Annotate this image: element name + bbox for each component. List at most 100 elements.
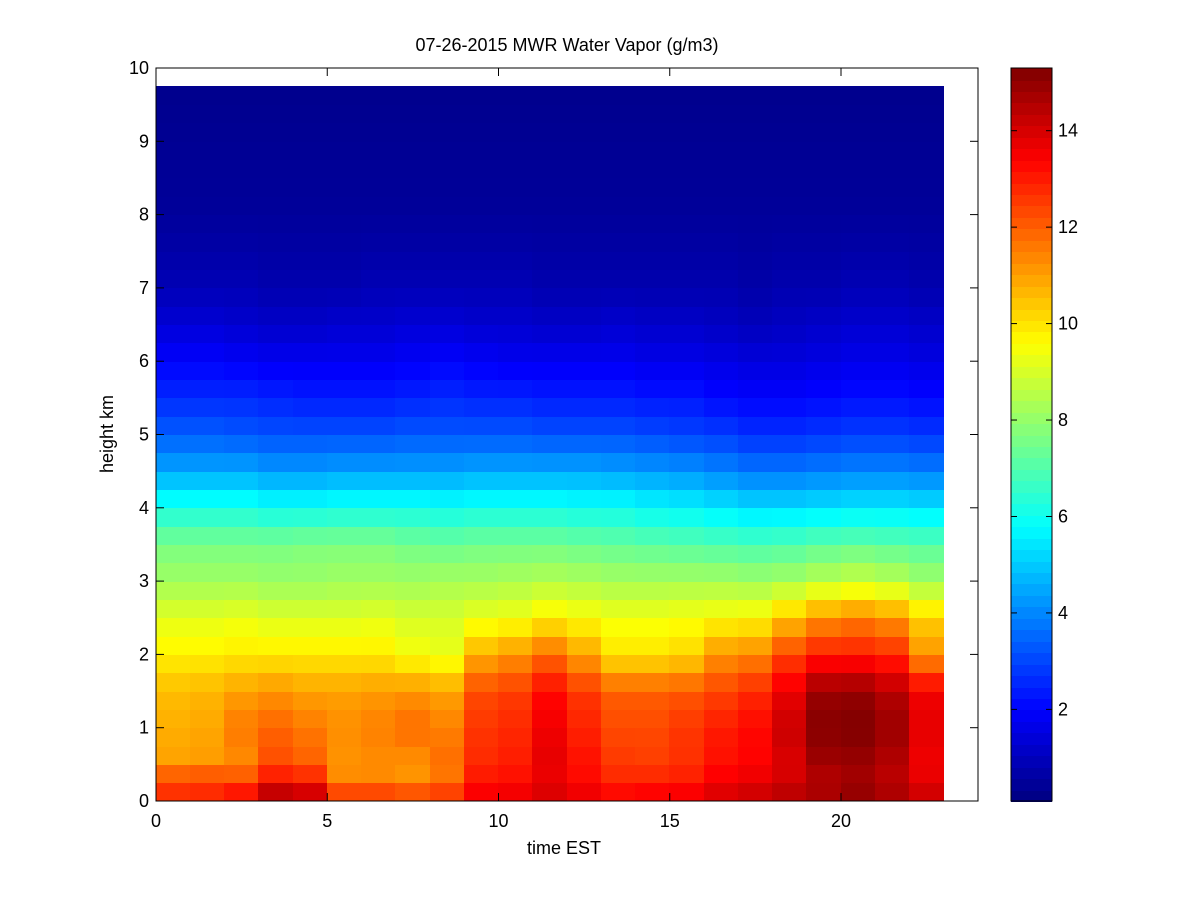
heatmap-cell xyxy=(258,471,293,490)
heatmap-cell xyxy=(772,86,807,105)
heatmap-cell xyxy=(738,507,773,527)
heatmap-cell xyxy=(806,232,841,252)
heatmap-cell xyxy=(909,782,944,801)
heatmap-cell xyxy=(567,361,602,380)
heatmap-cell xyxy=(601,361,636,380)
heatmap-cell xyxy=(738,782,773,801)
heatmap-cell xyxy=(875,269,910,288)
heatmap-cell xyxy=(704,581,739,600)
heatmap-cell xyxy=(258,269,293,288)
heatmap-cell xyxy=(498,691,533,710)
heatmap-cell xyxy=(258,324,293,343)
heatmap-cell xyxy=(567,287,602,307)
heatmap-cell xyxy=(258,764,293,783)
heatmap-cell xyxy=(464,709,499,728)
colorbar-segment xyxy=(1011,766,1052,779)
heatmap-cell xyxy=(430,196,465,215)
heatmap-cell xyxy=(635,306,670,325)
heatmap-cell xyxy=(156,526,191,545)
heatmap-cell xyxy=(704,214,739,233)
heatmap-cell xyxy=(704,342,739,362)
heatmap-cell xyxy=(532,764,567,783)
heatmap-cell xyxy=(532,397,567,417)
heatmap-cell xyxy=(361,617,396,637)
heatmap-cell xyxy=(909,599,944,618)
heatmap-cell xyxy=(361,379,396,398)
heatmap-cell xyxy=(430,672,465,692)
heatmap-cell xyxy=(156,636,191,655)
colorbar-segment xyxy=(1011,583,1052,596)
heatmap-cell xyxy=(293,159,328,178)
heatmap-cell xyxy=(464,361,499,380)
heatmap-cell xyxy=(156,434,191,453)
colorbar-segment xyxy=(1011,606,1052,619)
heatmap-cell xyxy=(327,122,362,142)
heatmap-cell xyxy=(909,141,944,160)
heatmap-cell xyxy=(772,746,807,765)
heatmap-cell xyxy=(395,452,430,472)
heatmap-cell xyxy=(772,159,807,178)
heatmap-cell xyxy=(395,177,430,197)
heatmap-cell xyxy=(293,672,328,692)
heatmap-cell xyxy=(669,86,704,105)
heatmap-cell xyxy=(224,306,259,325)
heatmap-cell xyxy=(258,636,293,655)
heatmap-cell xyxy=(738,636,773,655)
heatmap-cell xyxy=(395,471,430,490)
heatmap-cell xyxy=(875,434,910,453)
heatmap-cell xyxy=(875,287,910,307)
heatmap-cell xyxy=(224,434,259,453)
heatmap-cell xyxy=(532,507,567,527)
heatmap-cell xyxy=(875,159,910,178)
heatmap-cell xyxy=(635,104,670,123)
heatmap-cell xyxy=(567,489,602,508)
heatmap-cell xyxy=(498,617,533,637)
heatmap-cell xyxy=(224,452,259,472)
colorbar-segment xyxy=(1011,537,1052,550)
heatmap-cell xyxy=(909,581,944,600)
heatmap-cell xyxy=(190,452,225,472)
heatmap-cell xyxy=(327,544,362,563)
heatmap-cell xyxy=(395,691,430,710)
heatmap-cell xyxy=(395,489,430,508)
heatmap-cell xyxy=(806,471,841,490)
heatmap-cell xyxy=(738,159,773,178)
heatmap-cell xyxy=(156,287,191,307)
y-axis-label: height km xyxy=(97,395,117,473)
heatmap-cell xyxy=(567,471,602,490)
heatmap-cell xyxy=(361,581,396,600)
heatmap-cell xyxy=(875,764,910,783)
heatmap-cell xyxy=(327,617,362,637)
heatmap-cell xyxy=(567,452,602,472)
heatmap-cell xyxy=(464,746,499,765)
heatmap-cell xyxy=(190,342,225,362)
heatmap-cell xyxy=(909,86,944,105)
heatmap-cell xyxy=(704,434,739,453)
heatmap-cell xyxy=(567,526,602,545)
heatmap-cell xyxy=(669,342,704,362)
heatmap-cell xyxy=(772,141,807,160)
heatmap-cell xyxy=(532,562,567,582)
heatmap-cell xyxy=(224,361,259,380)
heatmap-cell xyxy=(567,251,602,270)
heatmap-cell xyxy=(327,159,362,178)
heatmap-cell xyxy=(772,416,807,435)
heatmap-cell xyxy=(430,361,465,380)
heatmap-cell xyxy=(806,397,841,417)
y-tick-label: 10 xyxy=(129,58,149,78)
heatmap-cell xyxy=(361,104,396,123)
colorbar: 2 4 6 8 10 12 14 xyxy=(1010,67,1078,802)
heatmap-cell xyxy=(601,196,636,215)
heatmap-cell xyxy=(841,617,876,637)
heatmap-cell xyxy=(464,159,499,178)
heatmap-cell xyxy=(841,581,876,600)
heatmap-cell xyxy=(532,122,567,142)
heatmap-cell xyxy=(361,287,396,307)
heatmap-cell xyxy=(395,214,430,233)
heatmap-cell xyxy=(327,361,362,380)
heatmap-cell xyxy=(293,141,328,160)
heatmap-cell xyxy=(806,507,841,527)
heatmap-cell xyxy=(156,342,191,362)
heatmap-cell xyxy=(156,562,191,582)
heatmap-cell xyxy=(635,727,670,747)
